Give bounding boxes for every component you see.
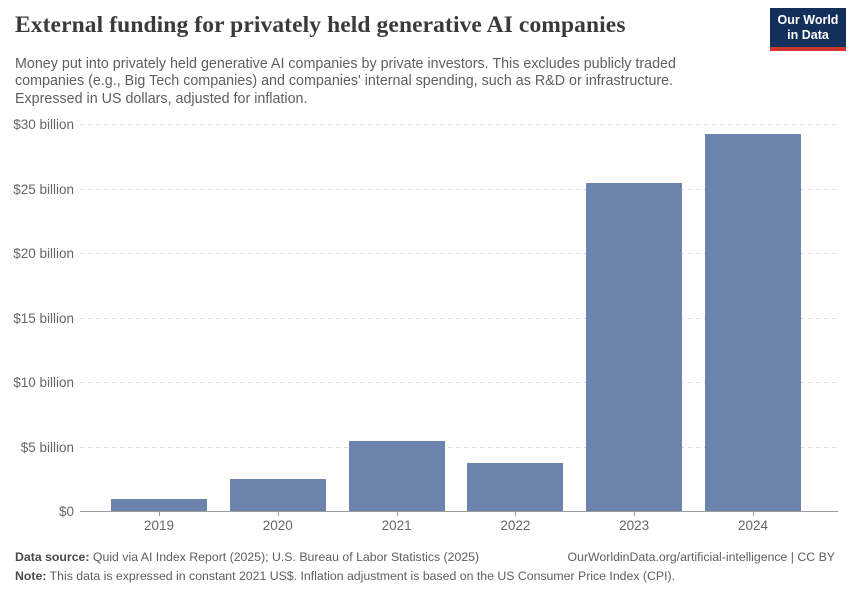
y-tick-label: $10 billion xyxy=(13,375,74,390)
subtitle-line-1: Money put into privately held generative… xyxy=(15,56,676,72)
x-tick-label-2022: 2022 xyxy=(500,518,531,533)
y-tick-label: $5 billion xyxy=(20,439,74,455)
x-tick-2020 xyxy=(277,512,279,516)
chart-footer: Data source: Quid via AI Index Report (2… xyxy=(15,550,835,583)
y-tick-label: $15 billion xyxy=(13,310,74,326)
bar-2020[interactable] xyxy=(229,478,326,511)
gridline-20b xyxy=(80,253,838,254)
owid-logo-line1: Our World xyxy=(777,12,839,27)
x-axis-line xyxy=(80,511,838,512)
x-tick-2019 xyxy=(159,512,160,516)
y-tick-label: $0 xyxy=(58,504,74,519)
bar-2024[interactable] xyxy=(705,134,801,511)
y-tick-label: $30 billion xyxy=(13,117,74,132)
x-tick-2021 xyxy=(396,512,398,516)
note-label: Note: xyxy=(15,569,47,583)
plot-area: 2019 2020 2021 2022 2023 2024 xyxy=(80,112,838,533)
attribution-link[interactable]: OurWorldinData.org/artificial-intelligen… xyxy=(567,550,835,564)
x-tick-label-2023: 2023 xyxy=(619,518,650,533)
note-line: Note: This data is expressed in constant… xyxy=(15,569,835,583)
gridline-15b xyxy=(80,317,838,319)
gridline-5b xyxy=(80,446,838,448)
gridline-25b xyxy=(80,188,838,190)
bar-2021[interactable] xyxy=(348,441,445,511)
data-source-text: Quid via AI Index Report (2025); U.S. Bu… xyxy=(89,550,480,564)
x-tick-label-2020: 2020 xyxy=(262,518,293,533)
y-axis-labels: $0 $5 billion $10 billion $15 billion $20 bi… xyxy=(0,112,74,519)
x-tick-label-2021: 2021 xyxy=(381,518,412,533)
chart-subtitle: Money put into privately held generative… xyxy=(15,56,735,108)
owid-logo: Our World in Data xyxy=(770,8,846,51)
owid-logo-line2: in Data xyxy=(787,27,829,42)
x-tick-2022 xyxy=(515,512,517,516)
note-text: This data is expressed in constant 2021 … xyxy=(46,569,676,583)
gridline-30b xyxy=(80,124,838,125)
bar-2022[interactable] xyxy=(467,463,564,511)
page-title: External funding for privately held gene… xyxy=(15,12,626,38)
x-tick-label-2024: 2024 xyxy=(737,518,769,533)
subtitle-line-2: companies (e.g., Big Tech companies) and… xyxy=(15,73,674,90)
gridline-10b xyxy=(80,382,838,383)
x-tick-label-2019: 2019 xyxy=(143,518,175,533)
data-source-label: Data source: xyxy=(15,550,90,564)
x-tick-2024 xyxy=(753,512,754,516)
bar-2019[interactable] xyxy=(111,499,207,511)
bar-2023[interactable] xyxy=(586,183,683,511)
y-tick-label: $20 billion xyxy=(13,246,74,261)
data-source-line: Data source: Quid via AI Index Report (2… xyxy=(15,550,479,564)
x-tick-2023 xyxy=(634,512,636,516)
subtitle-line-3: Expressed in US dollars, adjusted for in… xyxy=(15,90,308,107)
y-tick-label: $25 billion xyxy=(13,181,74,197)
